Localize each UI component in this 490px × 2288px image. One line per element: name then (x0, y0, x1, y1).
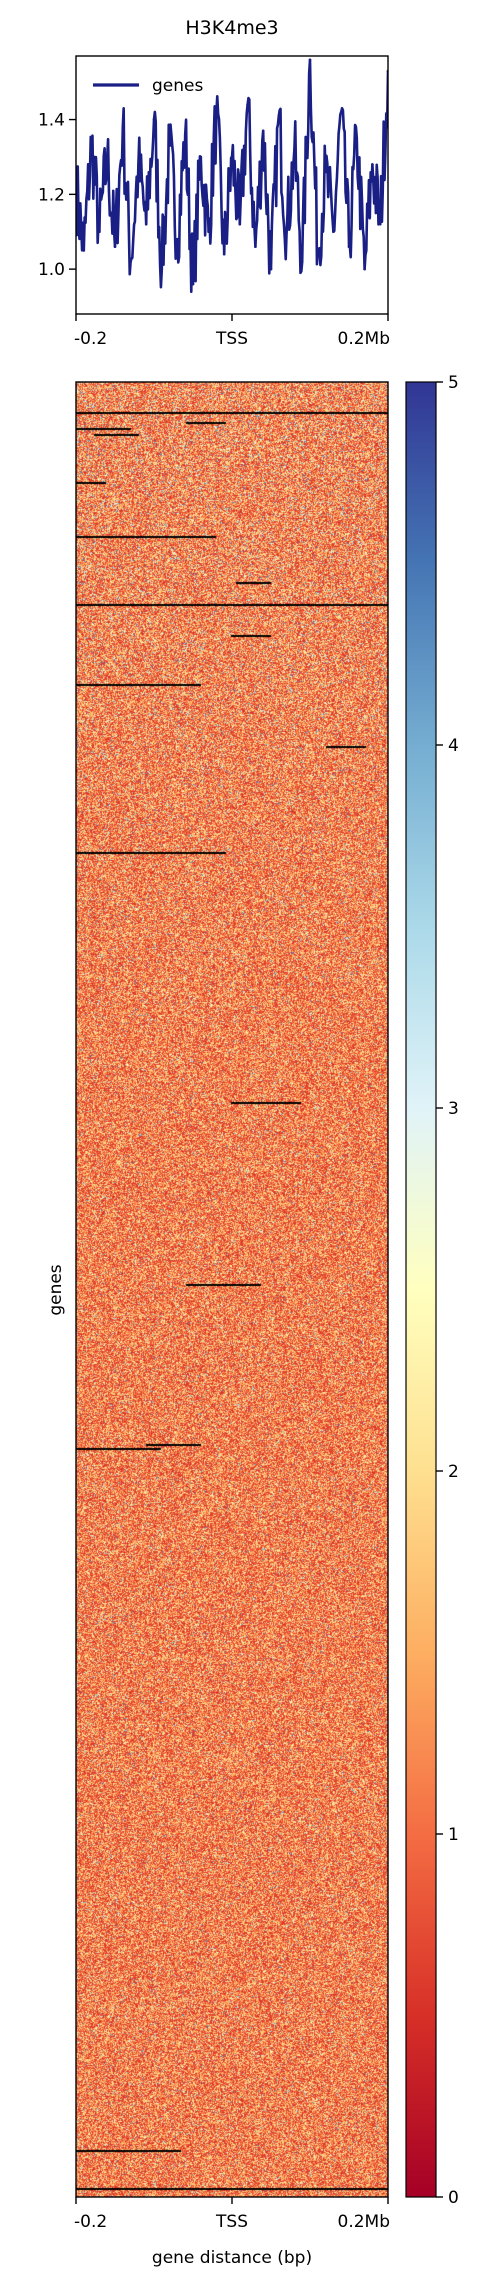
profile-point (160, 267, 164, 271)
colorbar-gradient (405, 381, 437, 2198)
profile-point (300, 260, 304, 263)
profile-point (176, 237, 179, 241)
profile-point (363, 267, 366, 271)
profile-point (269, 267, 273, 271)
profile-x-tick-label: -0.2 (74, 329, 107, 349)
heatmap-image (76, 382, 388, 2197)
profile-point (90, 140, 93, 144)
profile-point (113, 245, 117, 248)
profile-series-line-genes (76, 58, 388, 294)
profile-point (121, 125, 125, 129)
profile-point (230, 155, 234, 159)
profile-point (324, 170, 327, 174)
heatmap-x-axis-label: gene distance (bp) (152, 2248, 312, 2268)
profile-point (238, 222, 242, 226)
profile-point (277, 114, 281, 118)
profile-point (183, 133, 187, 136)
profile-point (308, 58, 312, 62)
heatmap-x-tick-label: TSS (215, 2212, 248, 2232)
profile-point (261, 129, 265, 133)
profile-point (378, 222, 382, 226)
profile-point (293, 148, 296, 151)
profile-plot: H3K4me3 1.0 1.2 1.4 -0.2 TSS 0.2Mb genes (38, 17, 390, 349)
profile-point (207, 230, 210, 234)
profile-point (105, 155, 109, 159)
heatmap-y-axis-label: genes (46, 1264, 66, 1315)
colorbar-tick-label: 0 (448, 2188, 459, 2208)
profile-point (371, 163, 374, 166)
profile-point (191, 282, 195, 286)
profile-title: H3K4me3 (185, 17, 278, 39)
profile-y-ticks: 1.0 1.2 1.4 (38, 111, 76, 280)
profile-point (339, 110, 343, 114)
profile-legend: genes (93, 76, 203, 96)
profile-point (285, 230, 288, 234)
colorbar-tick-label: 1 (448, 1825, 459, 1845)
heatmap-plot: -0.2 TSS 0.2Mb gene distance (bp) genes (46, 381, 390, 2268)
heatmap-x-tick-label: 0.2Mb (338, 2212, 391, 2232)
profile-point (316, 249, 320, 252)
profile-point (222, 252, 226, 256)
profile-point (215, 110, 218, 114)
colorbar-tick-label: 5 (448, 373, 459, 393)
profile-point (98, 230, 101, 234)
heatmap-x-tick-label: -0.2 (74, 2212, 107, 2232)
colorbar-tick-label: 4 (448, 736, 459, 756)
colorbar: 0 1 2 3 4 5 (405, 373, 459, 2208)
colorbar-ticks: 0 1 2 3 4 5 (436, 373, 459, 2208)
colorbar-tick-label: 2 (448, 1462, 459, 1482)
profile-x-tick-label: TSS (215, 329, 248, 349)
profile-point (332, 230, 335, 234)
profile-point (168, 144, 171, 148)
profile-y-tick-label: 1.2 (38, 185, 65, 205)
profile-point (254, 245, 257, 248)
profile-point (152, 118, 156, 121)
profile-y-tick-label: 1.0 (38, 260, 65, 280)
profile-point (144, 222, 148, 226)
profile-point (355, 136, 359, 140)
heatmap-x-ticks: -0.2 TSS 0.2Mb (74, 2197, 390, 2232)
profile-point (246, 103, 249, 106)
legend-label-genes: genes (152, 76, 203, 96)
profile-point (199, 155, 203, 159)
profile-line-layer (76, 58, 388, 294)
profile-point (347, 245, 351, 248)
profile-point (137, 163, 140, 166)
profile-y-tick-label: 1.4 (38, 111, 65, 131)
profile-point (82, 249, 86, 252)
profile-x-tick-label: 0.2Mb (338, 329, 391, 349)
profile-point (129, 260, 132, 263)
profile-axes-frame (75, 55, 389, 315)
profile-x-ticks: -0.2 TSS 0.2Mb (74, 314, 390, 349)
colorbar-tick-label: 3 (448, 1099, 459, 1119)
